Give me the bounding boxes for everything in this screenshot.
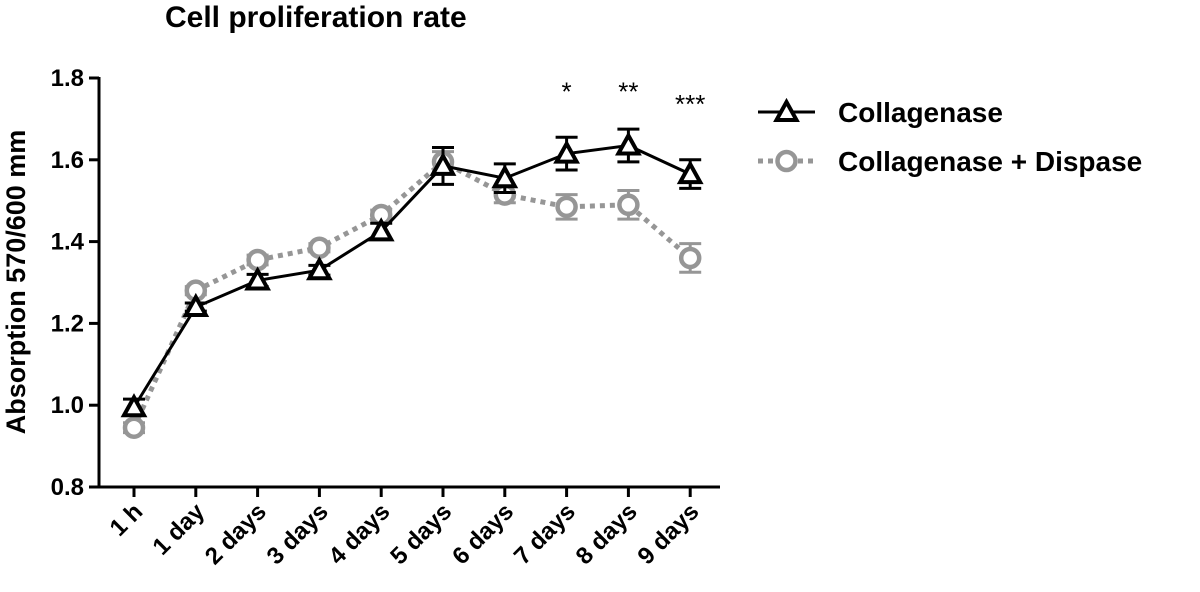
data-point-triangle: [676, 159, 704, 185]
data-point-circle: [246, 248, 269, 272]
data-point-triangle: [367, 217, 395, 242]
y-tick-label: 1.2: [51, 310, 84, 337]
data-point-circle: [617, 193, 640, 217]
data-point-triangle: [553, 139, 580, 164]
x-tick-label: 1 h: [105, 498, 149, 542]
legend: Collagenase Collagenase + Dispase: [758, 97, 1142, 177]
x-tick-label: 9 days: [633, 498, 705, 570]
data-point-circle: [775, 149, 798, 173]
annotation-layer: * ** ***: [562, 76, 706, 118]
series-line: [132, 143, 691, 409]
data-point-triangle: [182, 292, 210, 318]
chart-title: Cell proliferation rate: [165, 1, 467, 34]
data-point-triangle: [306, 256, 333, 281]
significance-marker: ***: [675, 89, 705, 119]
y-tick-label: 1.8: [51, 65, 84, 92]
data-point-triangle: [615, 131, 642, 156]
data-point-circle: [678, 246, 702, 270]
significance-marker: **: [618, 76, 638, 106]
series-layer: [120, 127, 704, 439]
y-tick-label: 1.0: [51, 392, 84, 419]
data-point-circle: [555, 195, 578, 219]
series-line: [131, 158, 692, 429]
x-tick-label: 7 days: [509, 498, 581, 570]
data-point-triangle: [491, 164, 519, 189]
data-point-triangle: [120, 393, 148, 418]
data-point-triangle: [773, 97, 800, 122]
y-tick-label: 0.8: [51, 474, 84, 501]
y-axis-label: Absorption 570/600 mm: [1, 130, 31, 435]
x-tick-label: 5 days: [385, 498, 457, 570]
x-tick-label: 3 days: [262, 498, 334, 570]
data-point-circle: [122, 416, 146, 439]
y-tick-label: 1.6: [51, 147, 84, 174]
x-tick-label: 2 days: [200, 498, 272, 570]
data-point-circle: [308, 236, 331, 259]
significance-marker: *: [562, 76, 572, 106]
x-tick-label: 4 days: [324, 498, 396, 570]
x-tick-label: 6 days: [447, 498, 519, 570]
series-1: [122, 150, 702, 439]
series-0: [120, 127, 704, 418]
data-point-triangle: [244, 266, 271, 291]
legend-label: Collagenase: [838, 97, 1003, 128]
y-tick-label: 1.4: [51, 229, 85, 256]
legend-label: Collagenase + Dispase: [838, 146, 1142, 177]
x-tick-label: 8 days: [571, 498, 643, 570]
data-point-triangle: [429, 151, 457, 176]
